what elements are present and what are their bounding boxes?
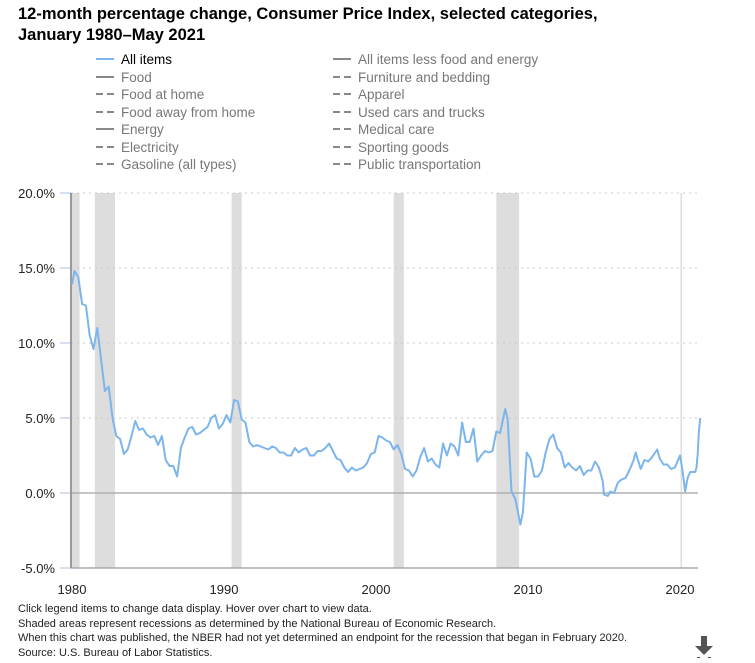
recession-band [496, 193, 520, 568]
recession-band [393, 193, 404, 568]
legend-label: Electricity [121, 139, 179, 155]
footnote-recessions: Shaded areas represent recessions as det… [18, 617, 497, 630]
legend-label: Medical care [358, 122, 435, 137]
legend-item-used-cars-and-trucks[interactable]: Used cars and trucks [333, 104, 485, 121]
x-tick-label: 2020 [666, 582, 695, 597]
recession-band [72, 193, 80, 568]
legend-item-food-at-home[interactable]: Food at home [96, 86, 204, 103]
legend-item-all-items[interactable]: All items [96, 51, 172, 68]
legend-item-medical-care[interactable]: Medical care [333, 121, 435, 138]
legend-label: Apparel [358, 87, 405, 102]
title-line-1: 12-month percentage change, Consumer Pri… [18, 5, 598, 23]
footnote-nber: When this chart was published, the NBER … [18, 632, 628, 644]
legend-swatch-icon [96, 58, 114, 61]
legend-label: Public transportation [358, 157, 482, 172]
legend-swatch-icon [333, 163, 351, 166]
legend-item-furniture-and-bedding[interactable]: Furniture and bedding [333, 69, 490, 86]
legend-item-sporting-goods[interactable]: Sporting goods [333, 139, 449, 156]
legend-item-public-transportation[interactable]: Public transportation [333, 156, 481, 173]
legend-item-gasoline-all-types[interactable]: Gasoline (all types) [96, 156, 237, 173]
legend-label: All items less food and energy [358, 52, 539, 67]
legend-label: All items [121, 52, 173, 67]
y-tick-label: 10.0% [18, 336, 55, 351]
legend-label: Food at home [121, 87, 205, 102]
legend-item-electricity[interactable]: Electricity [96, 139, 179, 156]
legend-swatch-icon [333, 93, 351, 96]
legend-swatch-icon [96, 145, 114, 148]
legend-swatch-icon [96, 163, 114, 166]
download-arrow-icon[interactable] [694, 636, 714, 658]
legend-swatch-icon [96, 93, 114, 96]
x-tick-label: 2010 [514, 582, 543, 597]
footnote-instructions: Click legend items to change data displa… [18, 603, 372, 615]
legend-swatch-icon [333, 110, 351, 113]
footnote-source: Source: U.S. Bureau of Labor Statistics. [18, 646, 213, 659]
legend-label: Energy [121, 122, 164, 137]
series-line-all-items [71, 270, 702, 526]
y-tick-label: 5.0% [25, 411, 55, 426]
legend-swatch-icon [96, 128, 114, 131]
legend-item-all-items-less-food-and-energy[interactable]: All items less food and energy [333, 51, 538, 68]
legend-item-apparel[interactable]: Apparel [333, 86, 405, 103]
y-tick-label: 0.0% [25, 486, 55, 501]
legend-swatch-icon [333, 58, 351, 61]
legend-swatch-icon [333, 75, 351, 78]
legend-swatch-icon [96, 75, 114, 78]
legend-swatch-icon [333, 128, 351, 131]
y-tick-label: -5.0% [21, 561, 55, 576]
legend-swatch-icon [96, 110, 114, 113]
legend-item-energy[interactable]: Energy [96, 121, 164, 138]
x-tick-label: 1990 [210, 582, 239, 597]
legend-label: Food away from home [121, 104, 256, 120]
x-tick-label: 2000 [362, 582, 391, 597]
legend-label: Food [121, 69, 152, 85]
title-line-2: January 1980–May 2021 [18, 26, 206, 44]
y-tick-label: 15.0% [18, 261, 55, 276]
legend-label: Gasoline (all types) [121, 157, 237, 172]
recession-band [94, 193, 116, 568]
recession-band [231, 193, 242, 568]
legend-label: Furniture and bedding [358, 69, 491, 85]
legend-label: Sporting goods [358, 139, 449, 155]
legend-swatch-icon [333, 145, 351, 148]
legend-item-food-away-from-home[interactable]: Food away from home [96, 104, 255, 121]
y-tick-label: 20.0% [18, 186, 55, 201]
x-tick-label: 1980 [58, 582, 87, 597]
legend-label: Used cars and trucks [358, 104, 485, 120]
legend-item-food[interactable]: Food [96, 69, 152, 86]
chart-title: 12-month percentage change, Consumer Pri… [18, 4, 698, 46]
